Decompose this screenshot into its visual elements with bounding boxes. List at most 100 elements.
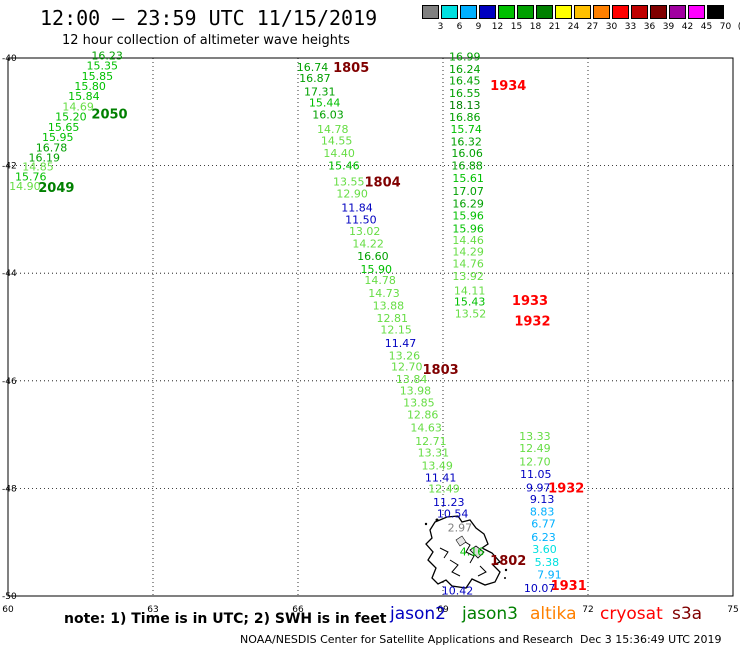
satellite-s3a: s3a [672,604,703,624]
wave-height-value: 14.85 [22,161,54,174]
color-scale-label: 24 [567,22,580,32]
color-scale-label: 6 [456,22,463,32]
wave-height-value: 13.55 [333,176,365,189]
wave-height-value: 18.13 [449,99,481,112]
pass-time-label: 1933 [512,294,548,309]
color-scale-label: 45 [700,22,713,32]
color-scale-label: 12 [491,22,504,32]
wave-height-value: 15.43 [454,296,486,309]
color-scale-swatch [498,5,515,19]
wave-height-value: 16.86 [449,111,481,124]
wave-height-value: 12.86 [407,409,439,422]
wave-height-value: 13.49 [421,459,453,472]
satellite-altika: altika [530,604,577,624]
wave-height-value: 15.74 [450,123,482,136]
satellite-jason2: jason2 [390,604,446,624]
wave-height-value: 15.65 [48,121,80,134]
color-scale-swatch [612,5,629,19]
wave-height-value: 14.69 [62,100,94,113]
wave-height-value: 14.29 [452,246,484,259]
wave-height-value: 6.77 [531,517,556,530]
pass-time-label: 2050 [91,107,127,122]
color-scale-label: 33 [624,22,637,32]
wave-height-value: 11.50 [345,213,377,226]
wave-height-value: 16.06 [451,147,483,160]
lat-tick-label: -42 [2,162,17,172]
pass-time-label: 1931 [551,579,587,594]
wave-height-value: 5.38 [535,556,560,569]
wave-height-value: 16.87 [299,72,331,85]
wave-height-value: 10.42 [442,585,474,598]
pass-time-label: 1934 [490,79,526,94]
wave-height-value: 14.11 [454,284,486,297]
wave-height-value: 13.92 [452,270,484,283]
lat-tick-label: -48 [2,484,17,494]
kerguelen-islands [424,515,508,589]
color-scale-label: 15 [510,22,523,32]
wave-height-value: 13.98 [400,384,432,397]
wave-height-value: 12.70 [391,360,423,373]
color-scale-label: 42 [681,22,694,32]
wave-height-value: 15.61 [452,172,484,185]
wave-height-value: 16.19 [29,152,61,165]
wave-height-value: 10.54 [437,508,469,521]
wave-height-value: 16.99 [449,50,481,63]
wave-height-value: 15.46 [328,160,360,173]
wave-height-value: 7.91 [537,568,562,581]
color-scale-swatch [707,5,724,19]
color-scale-swatch [517,5,534,19]
color-scale-label: 27 [586,22,599,32]
wave-height-value: 15.84 [68,90,100,103]
wave-height-value: 13.26 [389,350,421,363]
lon-tick-label: 72 [582,605,593,615]
wave-height-value: 14.22 [352,238,384,251]
wave-height-value: 13.31 [418,446,450,459]
wave-height-value: 14.46 [452,234,484,247]
satellite-cryosat: cryosat [600,604,663,624]
color-scale-swatch [574,5,591,19]
wave-height-value: 11.05 [520,468,552,481]
pass-time-label: 1802 [490,554,526,569]
pass-time-label: 1803 [422,363,458,378]
page-subtitle: 12 hour collection of altimeter wave hei… [62,33,350,48]
wave-height-value: 13.33 [519,430,551,443]
color-scale-label: 9 [475,22,482,32]
pass-time-label: 1805 [333,61,369,76]
wave-height-values: 16.2315.3515.8515.8015.8414.6915.2015.65… [9,49,587,597]
wave-height-value: 14.63 [410,422,442,435]
lon-tick-label: 75 [727,605,738,615]
wave-height-value: 14.76 [452,258,484,271]
map-frame [7,57,734,597]
wave-height-value: 16.32 [450,135,482,148]
wave-height-value: 3.60 [532,543,557,556]
lon-tick-label: 60 [2,605,14,615]
wave-height-value: 2.97 [448,522,473,535]
color-scale-swatch [555,5,572,19]
lat-tick-label: -40 [2,54,17,64]
pass-time-label: 1804 [364,176,400,191]
color-scale-swatch [593,5,610,19]
wave-height-value: 14.78 [364,274,396,287]
color-scale-swatch [688,5,705,19]
pass-time-label: 1932 [514,315,550,330]
wave-height-value: 15.44 [309,97,341,110]
pass-time-label: 1932 [548,481,584,496]
wave-height-value: 13.84 [396,373,428,386]
color-scale-swatch [479,5,496,19]
wave-height-value: 16.60 [357,250,389,263]
color-scale-swatch [669,5,686,19]
satellite-jason3: jason3 [462,604,518,624]
wave-height-value: 15.20 [55,111,87,124]
wave-height-value: 12.49 [519,442,551,455]
wave-height-value: 8.83 [530,506,555,519]
color-scale-label: 30 [605,22,618,32]
wave-height-value: 15.90 [361,263,393,276]
color-scale-swatch [536,5,553,19]
wave-height-value: 17.31 [304,85,336,98]
wave-height-value: 16.45 [449,75,481,88]
wave-height-value: 14.40 [323,147,355,160]
wave-height-value: 15.96 [452,210,484,223]
wave-height-value: 15.35 [87,60,119,73]
footer-source: NOAA/NESDIS Center for Satellite Applica… [240,633,574,646]
